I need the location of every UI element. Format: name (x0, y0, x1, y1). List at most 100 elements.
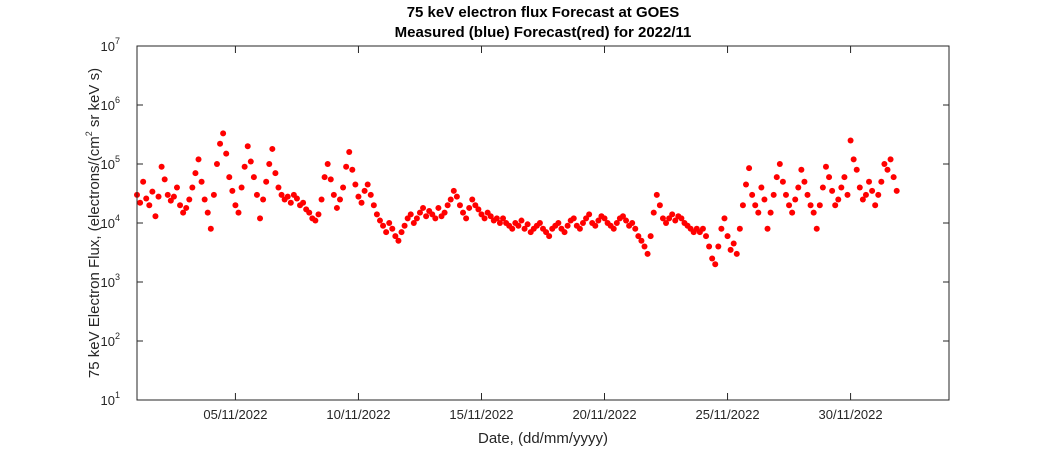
data-point (475, 206, 482, 213)
data-point (453, 193, 460, 200)
data-point (318, 196, 325, 203)
data-point (536, 220, 543, 226)
data-point (733, 250, 740, 257)
data-point (869, 187, 876, 194)
data-point (878, 178, 885, 185)
data-point (586, 211, 593, 218)
data-point (856, 184, 863, 191)
data-point (232, 202, 239, 209)
data-point (195, 156, 202, 163)
data-point (410, 220, 417, 226)
data-point (749, 191, 756, 198)
data-point (207, 225, 214, 232)
data-point (853, 166, 860, 173)
y-tick-label: 107 (101, 36, 120, 54)
data-point (361, 187, 368, 194)
data-point (407, 211, 414, 218)
data-point (373, 211, 380, 218)
data-point (841, 174, 848, 181)
data-point (813, 225, 820, 232)
data-point (137, 199, 144, 206)
data-point (801, 178, 808, 185)
y-axis-label: 75 keV Electron Flux, (electrons/(cm2 sr… (84, 68, 103, 378)
data-point (217, 140, 224, 147)
data-point (826, 174, 833, 181)
y-axis-label-sup: 2 (84, 131, 94, 136)
y-tick-exponent: 7 (115, 36, 120, 46)
data-point (324, 161, 331, 167)
data-point (355, 193, 362, 200)
data-point (592, 222, 599, 229)
y-tick-base: 10 (101, 393, 115, 408)
data-point (423, 213, 430, 220)
x-tick-label: 30/11/2022 (819, 407, 883, 422)
data-point (798, 166, 805, 173)
data-point (450, 187, 457, 194)
data-point (678, 215, 685, 222)
data-point (650, 209, 657, 216)
data-point (269, 145, 276, 152)
data-point (358, 199, 365, 206)
data-point (832, 202, 839, 209)
data-point (340, 184, 347, 191)
data-point (610, 225, 617, 232)
x-tick-label: 25/11/2022 (695, 407, 759, 422)
data-point (699, 225, 706, 232)
data-point (595, 217, 602, 224)
data-point (241, 163, 248, 170)
data-point (893, 187, 900, 194)
x-axis-ticks: 05/11/2022 10/11/2022 15/11/2022 20/11/2022… (203, 46, 883, 422)
data-point (601, 215, 608, 222)
data-point (275, 184, 282, 191)
data-point (284, 193, 291, 200)
data-point (509, 225, 516, 232)
data-point (770, 191, 777, 198)
data-point (223, 150, 230, 157)
data-point (807, 202, 814, 209)
data-point (487, 213, 494, 220)
data-point (337, 196, 343, 203)
data-point (192, 170, 199, 177)
y-tick-exponent: 5 (115, 154, 120, 164)
x-tick-label: 15/11/2022 (449, 407, 513, 422)
data-point (367, 191, 374, 198)
data-point (210, 191, 217, 198)
data-point (253, 191, 260, 198)
y-tick-base: 10 (101, 39, 115, 54)
data-point (293, 195, 300, 202)
data-point (653, 191, 660, 198)
data-point (180, 209, 187, 216)
y-tick-label: 102 (101, 331, 120, 349)
data-point (392, 233, 399, 240)
data-point (773, 174, 780, 181)
data-point (767, 209, 774, 216)
data-point (641, 243, 648, 250)
data-point (386, 220, 393, 226)
data-point (441, 209, 448, 216)
data-point (561, 229, 568, 236)
plot-area (137, 46, 949, 400)
data-point (235, 209, 242, 216)
data-point (466, 204, 473, 211)
data-point (730, 240, 737, 247)
data-point (416, 209, 423, 216)
data-point (272, 170, 279, 177)
data-point (518, 217, 525, 224)
data-point (155, 193, 162, 200)
data-point (229, 187, 236, 194)
data-point (257, 215, 264, 222)
data-point (721, 215, 728, 222)
data-point (887, 156, 894, 163)
data-point (398, 229, 405, 236)
data-point (146, 202, 153, 209)
data-point (890, 174, 897, 181)
data-point (810, 209, 817, 216)
data-point (875, 191, 882, 198)
data-point (859, 196, 866, 203)
data-point (724, 233, 731, 240)
data-point (413, 215, 420, 222)
y-tick-label: 101 (101, 390, 120, 408)
data-point (872, 202, 879, 209)
y-axis-label-main: 75 keV Electron Flux, (electrons/(cm (86, 136, 103, 378)
data-point (143, 195, 150, 202)
